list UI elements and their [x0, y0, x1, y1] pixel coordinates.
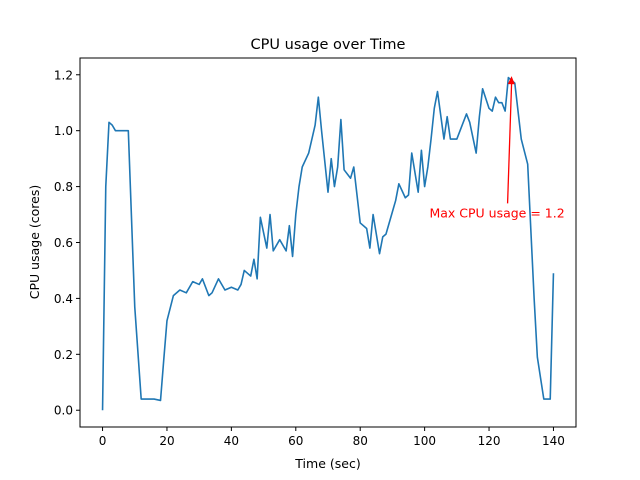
annotation-label: Max CPU usage = 1.2: [429, 205, 564, 220]
x-tick-label: 60: [288, 434, 303, 448]
chart-title: CPU usage over Time: [251, 37, 406, 53]
y-tick-label: 0.0: [54, 404, 73, 418]
y-tick-label: 0.6: [54, 236, 73, 250]
y-axis: 0.0 0.2 0.4 0.6 0.8 1.0 1.2: [54, 68, 80, 418]
annotation-arrow: [506, 83, 513, 204]
y-tick-label: 1.0: [54, 124, 73, 138]
y-tick-label: 0.4: [54, 292, 73, 306]
cpu-usage-line: [101, 76, 555, 411]
plot-frame: [79, 57, 577, 428]
y-tick-label: 0.8: [54, 180, 73, 194]
y-tick-label: 0.2: [54, 348, 73, 362]
x-tick-label: 0: [99, 434, 107, 448]
x-axis: 0 20 40 60 80 100 120 140: [99, 427, 565, 448]
x-tick-label: 100: [413, 434, 436, 448]
x-tick-label: 140: [542, 434, 565, 448]
plot-area: [101, 76, 555, 411]
y-tick-label: 1.2: [54, 68, 73, 82]
x-tick-label: 80: [353, 434, 368, 448]
x-tick-label: 120: [478, 434, 501, 448]
x-tick-label: 20: [159, 434, 174, 448]
x-axis-label: Time (sec): [294, 456, 360, 471]
max-annotation: Max CPU usage = 1.2: [429, 76, 565, 220]
annotation-arrowhead: [507, 76, 515, 85]
x-tick-label: 40: [224, 434, 239, 448]
y-axis-label: CPU usage (cores): [27, 185, 42, 299]
